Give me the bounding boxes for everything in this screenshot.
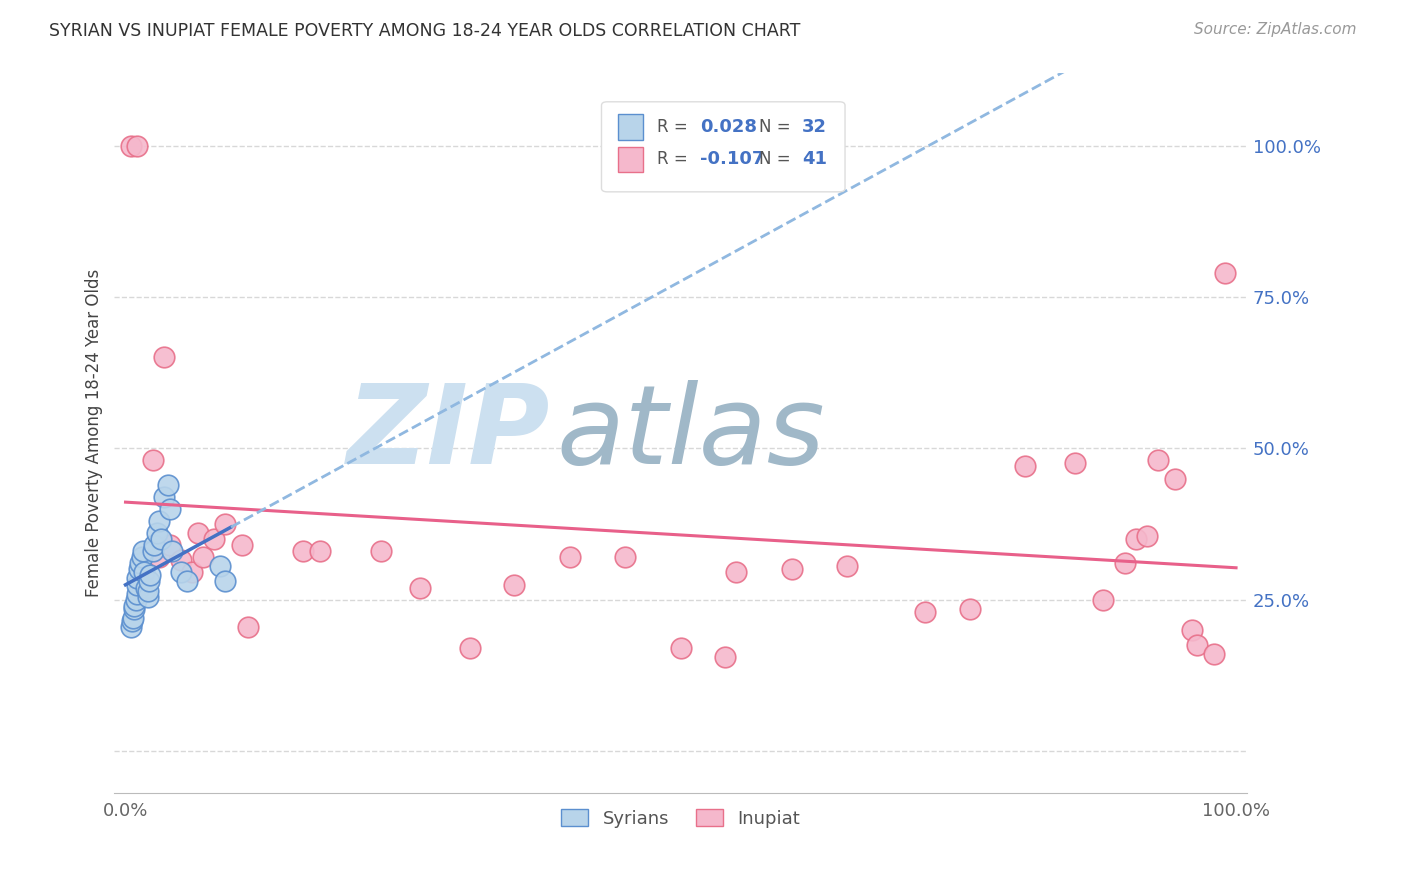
Point [1185,638,1208,652]
Point [142,544,165,558]
Point [959,601,981,615]
Point [409,581,432,595]
Point [160,544,183,558]
Point [125,586,148,600]
Point [148,514,170,528]
Point [208,559,231,574]
Text: N =: N = [759,118,790,136]
Point [1213,266,1236,280]
Point [458,641,481,656]
Point [725,566,748,580]
Point [148,550,170,565]
Point [1091,592,1114,607]
Point [125,577,148,591]
Point [1114,557,1136,571]
Text: 41: 41 [801,151,827,169]
Point [159,501,181,516]
Point [558,550,581,565]
Point [193,550,215,565]
Point [156,477,179,491]
Point [1147,453,1170,467]
Text: ZIP: ZIP [347,380,551,487]
Point [1125,532,1147,546]
Point [125,571,148,585]
Point [181,566,204,580]
Point [370,544,392,558]
Point [714,650,737,665]
Point [214,516,236,531]
Point [124,599,146,613]
Point [1014,459,1036,474]
Text: 32: 32 [801,118,827,136]
Text: R =: R = [657,118,688,136]
Point [132,544,155,558]
Point [136,583,159,598]
Text: R =: R = [657,151,688,169]
Point [125,138,148,153]
Point [1164,472,1187,486]
FancyBboxPatch shape [602,102,845,192]
Point [134,566,156,580]
Point [669,641,692,656]
Point [308,544,330,558]
Point [187,526,209,541]
Point [780,562,803,576]
Point [292,544,315,558]
Point [120,138,142,153]
Point [159,538,181,552]
Point [1136,529,1159,543]
Point [1064,457,1087,471]
Point [236,620,259,634]
Legend: Syrians, Inupiat: Syrians, Inupiat [554,802,807,835]
Point [131,550,153,565]
Point [202,532,225,546]
Point [129,557,152,571]
Point [124,592,146,607]
Point [136,590,159,604]
Point [150,532,173,546]
Point [139,568,162,582]
FancyBboxPatch shape [619,114,644,140]
Point [134,581,156,595]
Point [124,601,146,615]
Point [170,553,193,567]
FancyBboxPatch shape [619,147,644,172]
Y-axis label: Female Poverty Among 18-24 Year Olds: Female Poverty Among 18-24 Year Olds [86,269,103,598]
Point [145,526,167,541]
Point [214,574,236,589]
Point [170,566,193,580]
Point [614,550,637,565]
Point [503,577,526,591]
Text: N =: N = [759,151,790,169]
Point [914,605,936,619]
Point [837,559,859,574]
Point [143,538,166,552]
Point [128,562,150,576]
Point [1181,623,1204,637]
Point [153,490,176,504]
Text: 0.028: 0.028 [700,118,756,136]
Text: atlas: atlas [557,380,825,487]
Point [121,614,143,628]
Point [231,538,253,552]
Point [120,620,142,634]
Point [142,453,165,467]
Text: SYRIAN VS INUPIAT FEMALE POVERTY AMONG 18-24 YEAR OLDS CORRELATION CHART: SYRIAN VS INUPIAT FEMALE POVERTY AMONG 1… [49,22,800,40]
Point [176,574,198,589]
Text: -0.107: -0.107 [700,151,765,169]
Point [153,351,176,365]
Text: Source: ZipAtlas.com: Source: ZipAtlas.com [1194,22,1357,37]
Point [1202,647,1225,661]
Point [122,611,145,625]
Point [138,574,160,589]
